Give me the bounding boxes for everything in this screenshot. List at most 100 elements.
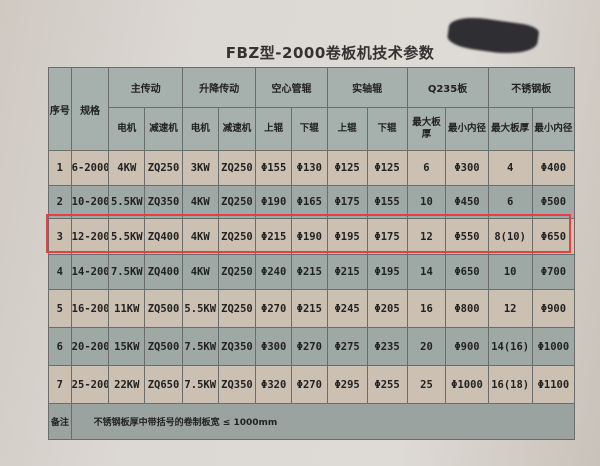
table-cell: 25-2000 (70, 365, 110, 404)
header-group: 不锈钢板 (487, 67, 576, 108)
table-cell: Φ215 (255, 218, 292, 255)
table-cell: Φ155 (366, 185, 408, 219)
table-cell: 7 (48, 365, 72, 404)
table-cell: 5 (48, 289, 72, 328)
table-cell: Φ300 (445, 150, 489, 186)
table-cell: ZQ500 (144, 289, 183, 328)
header-sub: 最大板厚 (406, 107, 447, 151)
table-cell: ZQ650 (144, 365, 183, 404)
header-sub: 电机 (108, 107, 146, 151)
table-cell: 4KW (108, 150, 146, 186)
table-cell: 16-2000 (70, 289, 110, 328)
table-cell: Φ320 (255, 365, 292, 404)
table-cell: ZQ500 (144, 327, 183, 366)
table-cell: Φ270 (290, 365, 328, 404)
table-cell: 12 (406, 218, 447, 255)
table-cell: 3 (48, 218, 72, 255)
note-text: 不锈钢板厚中带括号的卷制板宽 ≤ 1000mm (70, 403, 576, 440)
table-cell: 5.5KW (108, 185, 146, 219)
table-cell: Φ550 (445, 218, 489, 255)
table-cell: Φ215 (290, 254, 328, 290)
table-row: 210-20005.5KWZQ3504KWZQ250Φ190Φ165Φ175Φ1… (48, 185, 576, 219)
table-cell: Φ800 (445, 289, 489, 328)
table-cell: 12-2000 (70, 218, 110, 255)
table-cell: 7.5KW (181, 365, 219, 404)
table-cell: Φ215 (290, 289, 328, 328)
table-cell: Φ245 (326, 289, 368, 328)
header-group: 空心管辊 (255, 67, 328, 108)
table-cell: 6 (48, 327, 72, 366)
header-sub: 下辊 (366, 107, 408, 151)
table-cell: 10 (406, 185, 447, 219)
table-cell: 10 (487, 254, 533, 290)
table-cell: 4KW (181, 218, 219, 255)
table-cell: Φ1100 (531, 365, 576, 404)
header-sub: 最小内径 (531, 107, 576, 151)
table-cell: ZQ350 (144, 185, 183, 219)
table-cell: 20-2000 (70, 327, 110, 366)
table-cell: Φ400 (531, 150, 576, 186)
header-sub: 最小内径 (445, 107, 489, 151)
table-cell: 12 (487, 289, 533, 328)
table-cell: ZQ250 (217, 218, 257, 255)
table-cell: Φ900 (531, 289, 576, 328)
table-cell: 10-2000 (70, 185, 110, 219)
header-sub: 上辊 (255, 107, 292, 151)
header-spec: 规格 (70, 67, 110, 151)
table-cell: 7.5KW (181, 327, 219, 366)
table-row: 1 6-2000 4KW ZQ250 3KW ZQ250 Φ155 Φ130 Φ125 Φ125 6… (48, 150, 576, 186)
table-cell: Φ195 (366, 254, 408, 290)
table-cell: ZQ400 (144, 218, 183, 255)
table-cell: Φ235 (366, 327, 408, 366)
table-cell: Φ190 (290, 218, 328, 255)
header-sub: 电机 (181, 107, 219, 151)
table-row: 516-200011KWZQ5005.5KWZQ250Φ270Φ215Φ245Φ… (48, 289, 576, 328)
table-cell: ZQ250 (144, 150, 183, 186)
table-cell: Φ125 (366, 150, 408, 186)
table-cell: Φ500 (531, 185, 576, 219)
table-cell: 14(16) (487, 327, 533, 366)
table-cell: Φ155 (255, 150, 292, 186)
header-sub: 减速机 (217, 107, 257, 151)
table-row: 312-20005.5KWZQ4004KWZQ250Φ215Φ190Φ195Φ1… (48, 218, 576, 255)
table-cell: Φ125 (326, 150, 368, 186)
table-cell: 4KW (181, 185, 219, 219)
table-cell: 5.5KW (181, 289, 219, 328)
header-sub: 减速机 (144, 107, 183, 151)
table-cell: Φ255 (366, 365, 408, 404)
table-cell: 3KW (181, 150, 219, 186)
page-title: FBZ型-2000卷板机技术参数 (225, 44, 435, 62)
table-cell: ZQ250 (217, 185, 257, 219)
table-cell: Φ175 (326, 185, 368, 219)
table-cell: Φ1000 (445, 365, 489, 404)
table-cell: Φ270 (255, 289, 292, 328)
table-cell: Φ215 (326, 254, 368, 290)
table-cell: 6-2000 (70, 150, 110, 186)
table-cell: 4KW (181, 254, 219, 290)
table-row: 414-20007.5KWZQ4004KWZQ250Φ240Φ215Φ215Φ1… (48, 254, 576, 290)
header-group: 升降传动 (181, 67, 257, 108)
table-cell: 4 (487, 150, 533, 186)
table-cell: Φ195 (326, 218, 368, 255)
table-row: 620-200015KWZQ5007.5KWZQ350Φ300Φ270Φ275Φ… (48, 327, 576, 366)
table-cell: Φ450 (445, 185, 489, 219)
table-cell: 6 (487, 185, 533, 219)
table-cell: 11KW (108, 289, 146, 328)
header-seq: 序号 (48, 67, 72, 151)
table-cell: Φ270 (290, 327, 328, 366)
table-cell: 16 (406, 289, 447, 328)
table-cell: ZQ350 (217, 327, 257, 366)
table-cell: 15KW (108, 327, 146, 366)
header-group: 实轴辊 (326, 67, 408, 108)
table-cell: ZQ250 (217, 150, 257, 186)
table-cell: 14 (406, 254, 447, 290)
table-cell: Φ165 (290, 185, 328, 219)
table-cell: Φ205 (366, 289, 408, 328)
table-cell: Φ650 (531, 218, 576, 255)
table-cell: Φ275 (326, 327, 368, 366)
table-cell: 25 (406, 365, 447, 404)
table-cell: ZQ250 (217, 289, 257, 328)
table-cell: 22KW (108, 365, 146, 404)
table-cell: Φ650 (445, 254, 489, 290)
table-cell: ZQ400 (144, 254, 183, 290)
